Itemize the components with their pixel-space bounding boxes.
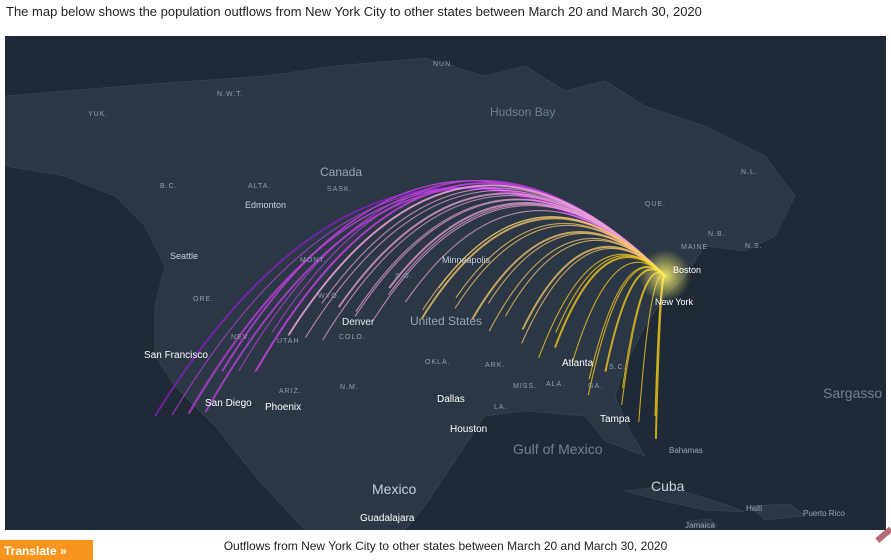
map-labels: NUN. N.W.T. YUK. Hudson Bay Canada B.C. ALTA. S… <box>88 61 886 530</box>
map-label-san-diego: San Diego <box>205 398 252 409</box>
map-label-colo: COLO. <box>339 334 366 341</box>
map-label-nl: N.L. <box>741 169 758 176</box>
map-label-wyo: WYO. <box>318 293 341 300</box>
map-label-dallas: Dallas <box>437 394 465 405</box>
map-label-yuk: YUK. <box>88 111 108 118</box>
origin-glow <box>639 250 691 302</box>
map-label-edmonton: Edmonton <box>245 200 286 210</box>
map-label-canada: Canada <box>320 165 362 179</box>
map-label-sargasso-sea: Sargasso Sea <box>823 385 886 401</box>
map-label-alta: ALTA. <box>248 183 271 190</box>
map-label-okla: OKLA. <box>425 359 451 366</box>
map-label-mexico: Mexico <box>372 481 417 497</box>
map-label-atlanta: Atlanta <box>562 358 594 369</box>
map-label-sask: SASK. <box>327 186 353 193</box>
map-label-minneapolis: Minneapolis <box>442 255 491 265</box>
map-label-bc: B.C. <box>160 183 178 190</box>
map-label-boston: Boston <box>673 265 701 275</box>
map-label-ns: N.S. <box>745 243 763 250</box>
map-label-guadalajara: Guadalajara <box>360 513 415 524</box>
map-label-hudson-bay: Hudson Bay <box>490 105 555 119</box>
map-label-nwt: N.W.T. <box>217 91 244 98</box>
map-label-la: LA. <box>494 404 508 411</box>
map-label-tampa: Tampa <box>600 414 630 425</box>
land-layer <box>5 57 806 530</box>
map-label-sc: S.C. <box>609 364 627 371</box>
map-label-gulf-of-mexico: Gulf of Mexico <box>513 441 603 457</box>
map-label-sd: S.D. <box>395 273 413 280</box>
map-label-nm: N.M. <box>340 384 359 391</box>
map-label-denver: Denver <box>342 317 375 328</box>
map-label-nb: N.B. <box>708 231 726 238</box>
map-label-ore: ORE. <box>193 296 214 303</box>
map-label-cuba: Cuba <box>651 478 685 494</box>
intro-text: The map below shows the population outfl… <box>6 4 702 19</box>
map-label-bahamas: Bahamas <box>669 446 703 455</box>
map-canvas: NUN. N.W.T. YUK. Hudson Bay Canada B.C. ALTA. S… <box>5 57 886 530</box>
translate-button[interactable]: Translate » <box>0 540 93 560</box>
map-label-houston: Houston <box>450 424 487 435</box>
north-america-land <box>5 57 796 530</box>
map-caption: Outflows from New York City to other sta… <box>223 539 668 553</box>
map-label-new-york: New York <box>655 297 694 307</box>
map-label-nun: NUN. <box>433 61 454 68</box>
map-label-phoenix: Phoenix <box>265 402 301 413</box>
jamaica-land <box>687 518 718 528</box>
map-label-haiti: Haiti <box>746 504 762 513</box>
map-label-que: QUE. <box>645 201 666 208</box>
map-label-miss: MISS. <box>513 383 537 390</box>
outflow-map[interactable]: NUN. N.W.T. YUK. Hudson Bay Canada B.C. ALTA. S… <box>5 36 886 530</box>
map-label-nev: NEV. <box>231 334 251 341</box>
map-label-jamaica: Jamaica <box>685 521 715 530</box>
map-label-ariz: ARIZ. <box>279 388 302 395</box>
map-label-san-francisco: San Francisco <box>144 350 208 361</box>
map-label-mont: MONT. <box>300 257 327 264</box>
cuba-land <box>624 485 746 513</box>
map-label-maine: MAINE <box>681 244 708 251</box>
map-label-ga: GA. <box>588 383 603 390</box>
map-label-utah: UTAH <box>277 338 300 345</box>
map-label-ala: ALA. <box>546 381 565 388</box>
map-label-puerto-rico: Puerto Rico <box>803 509 845 518</box>
outflow-arcs <box>154 180 666 439</box>
map-label-ark: ARK. <box>485 362 505 369</box>
map-label-seattle: Seattle <box>170 251 198 261</box>
hispaniola-land <box>749 503 806 521</box>
map-label-united-states: United States <box>410 314 482 328</box>
